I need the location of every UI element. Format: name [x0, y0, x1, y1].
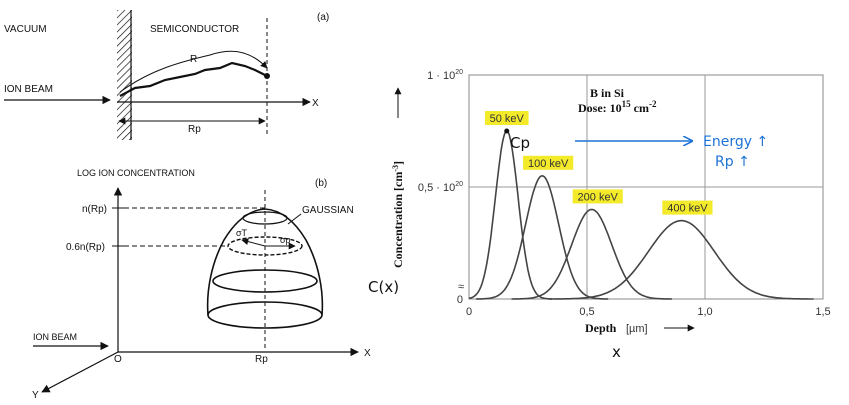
y-label-b: Y [32, 390, 39, 401]
gaussian-label: GAUSSIAN [302, 205, 354, 216]
cp-peak-marker [504, 128, 510, 134]
annotations: Cp Energy ↑ Rp ↑ C(x) x [368, 134, 768, 361]
cx-annotation: C(x) [368, 278, 399, 296]
ion-endpoint [264, 73, 270, 79]
bell-upper-ellipse [227, 236, 303, 256]
series-curve-2 [511, 208, 672, 300]
diagram-b: LOG ION CONCENTRATION (b) X Y O Rp n(Rp)… [32, 168, 371, 401]
series-label-highlight-0 [484, 111, 529, 125]
series-label-highlight-3 [662, 200, 713, 215]
x-annotation: x [612, 343, 621, 361]
series-label-1: 100 keV [528, 158, 569, 170]
grid-layer [469, 75, 823, 299]
n06-label: 0.6n(Rp) [66, 242, 105, 253]
series-label-0: 50 keV [490, 113, 525, 125]
x-tick-label: 1,5 [815, 306, 830, 318]
ion-beam-label-b: ION BEAM [33, 332, 77, 342]
surface-hatch [117, 10, 132, 140]
rp-annotation: Rp ↑ [715, 154, 750, 170]
x-tick-label: 0 [466, 306, 472, 318]
series-label-2: 200 keV [578, 191, 619, 203]
rp-label-b: Rp [255, 354, 268, 365]
series-label-3: 400 keV [667, 203, 708, 215]
chart-subtitle: Dose: 1015 cm-2 [578, 99, 657, 115]
vacuum-label: VACUUM [4, 24, 47, 35]
x-axis-label: Depth [585, 321, 617, 335]
cp-annotation: Cp [510, 134, 530, 152]
energy-annotation: Energy ↑ [703, 134, 768, 150]
bell-top-ellipse [242, 211, 288, 225]
tag-a: (a) [317, 12, 329, 23]
y-tick-label: 1 · 1020 [427, 69, 463, 82]
diagram-a: VACUUM SEMICONDUCTOR (a) ION BEAM X R Rp [4, 10, 329, 140]
concentration-chart: 0 0,5 · 1020 1 · 1020 0 0,5 1,0 1,5 50 keV 100… [391, 69, 831, 335]
x-label-b: X [364, 348, 371, 359]
depth-axis-b [41, 351, 119, 393]
bell-mid-ellipse [212, 269, 318, 293]
y-break-symbol: ≈ [458, 281, 464, 293]
sigma-t-label: σT [236, 228, 248, 238]
y-tick-layer: 0 0,5 · 1020 1 · 1020 [418, 69, 463, 306]
ion-track [119, 61, 268, 97]
bell-base-ellipse [207, 301, 323, 329]
x-label-a: X [312, 98, 319, 109]
x-tick-label: 1,0 [697, 306, 712, 318]
rp-label-a: Rp [188, 124, 201, 135]
ion-beam-label-a: ION BEAM [4, 84, 53, 95]
range-path-r [119, 50, 268, 93]
series-label-layer: 50 keV 100 keV 200 keV 400 keV [484, 111, 713, 215]
sigma-p-label: σp [280, 235, 291, 245]
r-label: R [190, 54, 197, 65]
curve-layer [468, 128, 814, 300]
n-rp-label: n(Rp) [82, 204, 107, 215]
series-label-highlight-2 [572, 189, 623, 204]
log-concentration-title: LOG ION CONCENTRATION [77, 168, 195, 178]
x-tick-layer: 0 0,5 1,0 1,5 [466, 306, 831, 318]
y-tick-label: 0,5 · 1020 [418, 181, 463, 194]
origin-label: O [114, 354, 122, 365]
sigma-t-arrow [241, 238, 266, 247]
tag-b: (b) [315, 178, 327, 189]
x-axis-unit: [µm] [626, 323, 648, 335]
chart-title: B in Si [590, 86, 625, 100]
y-tick-label: 0 [457, 294, 463, 306]
series-label-highlight-1 [523, 155, 574, 170]
y-axis-label: Concentration [cm-3] [391, 161, 405, 268]
series-curve-1 [476, 174, 609, 300]
series-curve-3 [549, 219, 814, 300]
series-curve-0 [468, 130, 553, 300]
semiconductor-label: SEMICONDUCTOR [150, 24, 239, 35]
gaussian-leader [287, 213, 302, 225]
x-tick-label: 0,5 [579, 306, 594, 318]
gaussian-bell-outline [206, 208, 324, 316]
